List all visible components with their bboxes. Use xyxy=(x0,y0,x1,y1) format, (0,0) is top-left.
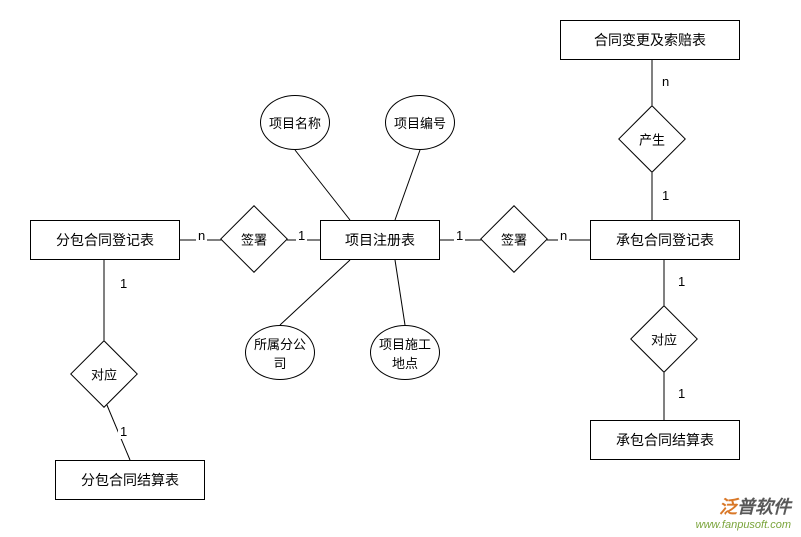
rel-correspond-left-label: 对应 xyxy=(91,365,117,384)
watermark-accent: 泛 xyxy=(719,497,737,517)
card-1-5: 1 xyxy=(118,424,129,439)
watermark-url: www.fanpusoft.com xyxy=(696,519,791,531)
rel-sign-left-label: 签署 xyxy=(241,230,267,249)
card-1-3: 1 xyxy=(660,188,671,203)
watermark: 泛普软件 www.fanpusoft.com xyxy=(696,493,791,531)
rel-sign-right: 签署 xyxy=(490,215,538,263)
card-1-7: 1 xyxy=(676,386,687,401)
rel-generate: 产生 xyxy=(628,115,676,163)
entity-contract-settle: 承包合同结算表 xyxy=(590,420,740,460)
attr-branch: 所属分公司 xyxy=(245,325,315,380)
entity-change-claim: 合同变更及索赔表 xyxy=(560,20,740,60)
rel-sign-left: 签署 xyxy=(230,215,278,263)
card-1-2: 1 xyxy=(454,228,465,243)
card-1-6: 1 xyxy=(676,274,687,289)
attr-project-name: 项目名称 xyxy=(260,95,330,150)
watermark-rest: 普软件 xyxy=(737,497,791,517)
entity-subcontract-settle: 分包合同结算表 xyxy=(55,460,205,500)
attr-project-no: 项目编号 xyxy=(385,95,455,150)
attr-site: 项目施工地点 xyxy=(370,325,440,380)
rel-sign-right-label: 签署 xyxy=(501,230,527,249)
card-1-4: 1 xyxy=(118,276,129,291)
rel-correspond-right: 对应 xyxy=(640,315,688,363)
entity-project-reg: 项目注册表 xyxy=(320,220,440,260)
card-1-1: 1 xyxy=(296,228,307,243)
rel-correspond-right-label: 对应 xyxy=(651,330,677,349)
entity-subcontract-reg: 分包合同登记表 xyxy=(30,220,180,260)
rel-correspond-left: 对应 xyxy=(80,350,128,398)
card-n-2: n xyxy=(558,228,569,243)
watermark-brand: 泛普软件 xyxy=(696,493,791,519)
card-n-3: n xyxy=(660,74,671,89)
rel-generate-label: 产生 xyxy=(639,130,665,149)
entity-contract-reg: 承包合同登记表 xyxy=(590,220,740,260)
card-n-1: n xyxy=(196,228,207,243)
